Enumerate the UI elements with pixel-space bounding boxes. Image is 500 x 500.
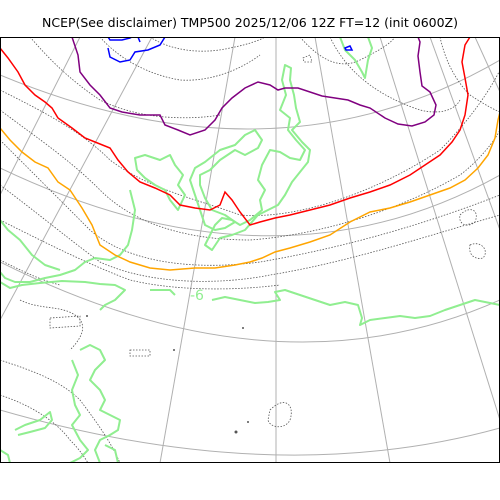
coastline-segment	[14, 411, 53, 436]
coastline-segment	[189, 129, 263, 231]
coastline-segment	[0, 219, 61, 271]
meridian	[0, 37, 81, 196]
contour-red	[0, 37, 471, 226]
coastline-segment	[0, 189, 136, 283]
coastline-segment	[339, 37, 373, 79]
isotherm-lines	[0, 37, 500, 463]
meridian	[379, 37, 500, 421]
latitude-circle	[0, 261, 500, 343]
meridian	[159, 37, 236, 463]
station-dots	[86, 315, 249, 434]
contour-purple	[71, 37, 437, 136]
coastline-segment	[0, 449, 11, 463]
contour-label: -6	[190, 288, 204, 304]
coastline-segment	[104, 444, 119, 463]
coastline-segment	[204, 64, 311, 251]
meridian	[314, 37, 391, 463]
coastline-segment	[211, 289, 500, 326]
map-frame	[0, 37, 500, 463]
coastlines	[0, 37, 500, 463]
contour-orange	[0, 111, 500, 271]
meridian	[429, 37, 500, 231]
coastline-segment	[150, 289, 176, 296]
meridian	[0, 37, 153, 321]
meridian	[474, 37, 500, 93]
grid-lines	[0, 37, 500, 463]
chart-title: NCEP(See disclaimer) TMP500 2025/12/06 1…	[41, 15, 458, 30]
latitude-circle	[0, 59, 500, 130]
coastline-segment	[134, 154, 186, 211]
coastline-segment	[79, 344, 121, 463]
coastline-segment	[69, 359, 89, 463]
coastline-segment	[0, 280, 126, 311]
